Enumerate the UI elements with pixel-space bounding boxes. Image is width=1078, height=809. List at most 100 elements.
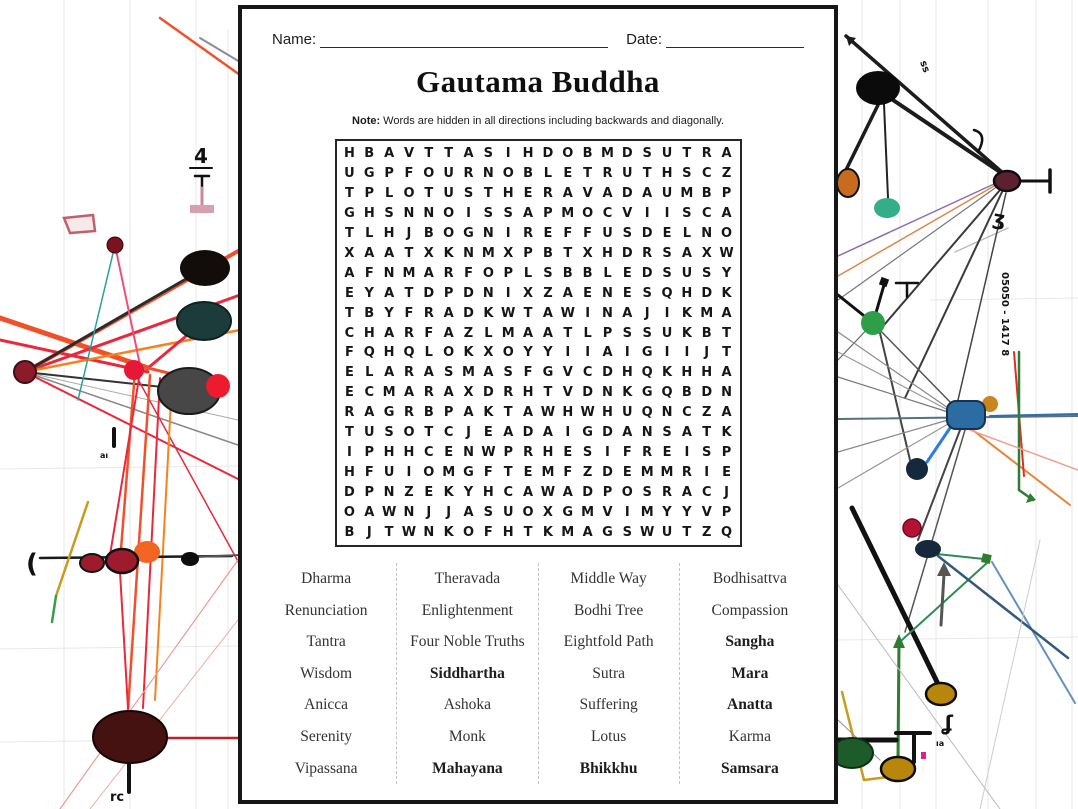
grid-letter: P [602, 325, 613, 341]
grid-letter: Y [364, 285, 374, 301]
grid-letter: A [463, 405, 474, 421]
grid-letter: K [443, 484, 454, 500]
word-list-item: Bhikkhu [579, 759, 638, 777]
word-list-item: Serenity [300, 727, 352, 745]
word-list-item: Siddhartha [429, 664, 505, 682]
grid-letter: Y [662, 504, 672, 520]
word-list-item: Ashoka [443, 696, 492, 714]
grid-letter: Y [543, 345, 553, 361]
grid-letter: A [423, 365, 434, 381]
grid-letter: G [383, 405, 395, 421]
grid-letter: A [523, 206, 534, 222]
grid-letter: N [602, 305, 613, 321]
grid-letter: R [542, 186, 553, 202]
word-list-item: Bodhi Tree [573, 601, 644, 619]
grid-letter: A [721, 146, 732, 162]
grid-letter: D [542, 146, 554, 162]
grid-letter: F [364, 265, 374, 281]
art-glyph: ( [26, 549, 38, 579]
grid-letter: V [403, 146, 414, 162]
grid-letter: D [621, 245, 633, 261]
grid-letter: H [363, 325, 375, 341]
grid-letter: O [462, 524, 475, 540]
grid-letter: A [364, 405, 375, 421]
grid-letter: S [642, 325, 652, 341]
grid-letter: M [680, 186, 694, 202]
art-glyph: ʒ [991, 205, 1008, 231]
grid-letter: Y [384, 305, 394, 321]
grid-letter: R [443, 265, 454, 281]
grid-letter: C [582, 365, 593, 381]
grid-letter: M [581, 504, 595, 520]
grid-letter: T [404, 285, 414, 301]
grid-letter: G [641, 385, 653, 401]
grid-letter: L [424, 345, 433, 361]
grid-letter: X [483, 345, 494, 361]
grid-letter: A [721, 305, 732, 321]
grid-letter: A [642, 186, 653, 202]
grid-letter: W [540, 484, 556, 500]
grid-letter: M [601, 146, 614, 162]
grid-letter: A [622, 425, 633, 441]
grid-letter: T [424, 146, 434, 162]
grid-letter: C [424, 444, 434, 460]
grid-letter: U [383, 464, 395, 480]
grid-letter: B [582, 265, 593, 281]
grid-letter: M [501, 325, 515, 341]
grid-letter: U [602, 226, 613, 242]
grid-letter: A [721, 206, 732, 222]
word-list-item: Wisdom [300, 664, 353, 682]
grid-letter: K [443, 524, 454, 540]
grid-letter: B [423, 226, 434, 242]
grid-letter: N [602, 385, 613, 401]
grid-letter: N [661, 405, 673, 421]
grid-letter: A [681, 425, 692, 441]
grid-letter: O [721, 226, 733, 242]
grid-letter: W [560, 305, 575, 321]
grid-letter: U [661, 524, 673, 540]
grid-letter: S [682, 166, 692, 182]
grid-letter: M [462, 365, 475, 381]
grid-letter: P [721, 504, 732, 520]
grid-letter: T [543, 385, 553, 401]
grid-letter: S [702, 444, 712, 460]
name-blank-line [320, 29, 609, 48]
grid-letter: Y [682, 504, 692, 520]
grid-letter: A [562, 285, 573, 301]
grid-letter: Q [363, 345, 375, 361]
grid-letter: L [543, 166, 553, 182]
grid-letter: E [622, 464, 632, 480]
grid-letter: R [403, 405, 414, 421]
grid-letter: A [443, 305, 454, 321]
grid-letter: H [522, 385, 534, 401]
grid-letter: A [681, 245, 692, 261]
art-glyph: rc [110, 790, 124, 805]
grid-letter: K [661, 365, 673, 381]
grid-letter: D [621, 186, 633, 202]
art-glyph-layer: 4 (rc aı ss ʒ 05050 - 1417 8 ʆ ıa [26, 59, 1010, 805]
grid-letter: M [561, 206, 575, 222]
grid-letter: Q [661, 385, 673, 401]
grid-letter: T [682, 524, 692, 540]
grid-letter: O [443, 226, 455, 242]
grid-letter: A [443, 385, 454, 401]
grid-letter: P [384, 166, 394, 182]
grid-letter: Q [403, 345, 415, 361]
grid-letter: K [681, 305, 692, 321]
grid-letter: I [624, 504, 630, 520]
grid-letter: A [602, 186, 613, 202]
grid-letter: X [423, 245, 434, 261]
art-glyph: aı [100, 451, 108, 460]
grid-letter: H [482, 484, 494, 500]
grid-letter: I [505, 226, 511, 242]
grid-letter: F [404, 166, 414, 182]
grid-letter: I [624, 345, 630, 361]
grid-letter: K [622, 385, 633, 401]
grid-letter: U [344, 166, 355, 182]
grid-letter: H [522, 146, 534, 162]
grid-letter: T [583, 166, 593, 182]
word-list-item: Mahayana [432, 759, 503, 777]
grid-letter: Q [721, 524, 733, 540]
grid-letter: Z [702, 524, 712, 540]
grid-letter: A [384, 146, 395, 162]
